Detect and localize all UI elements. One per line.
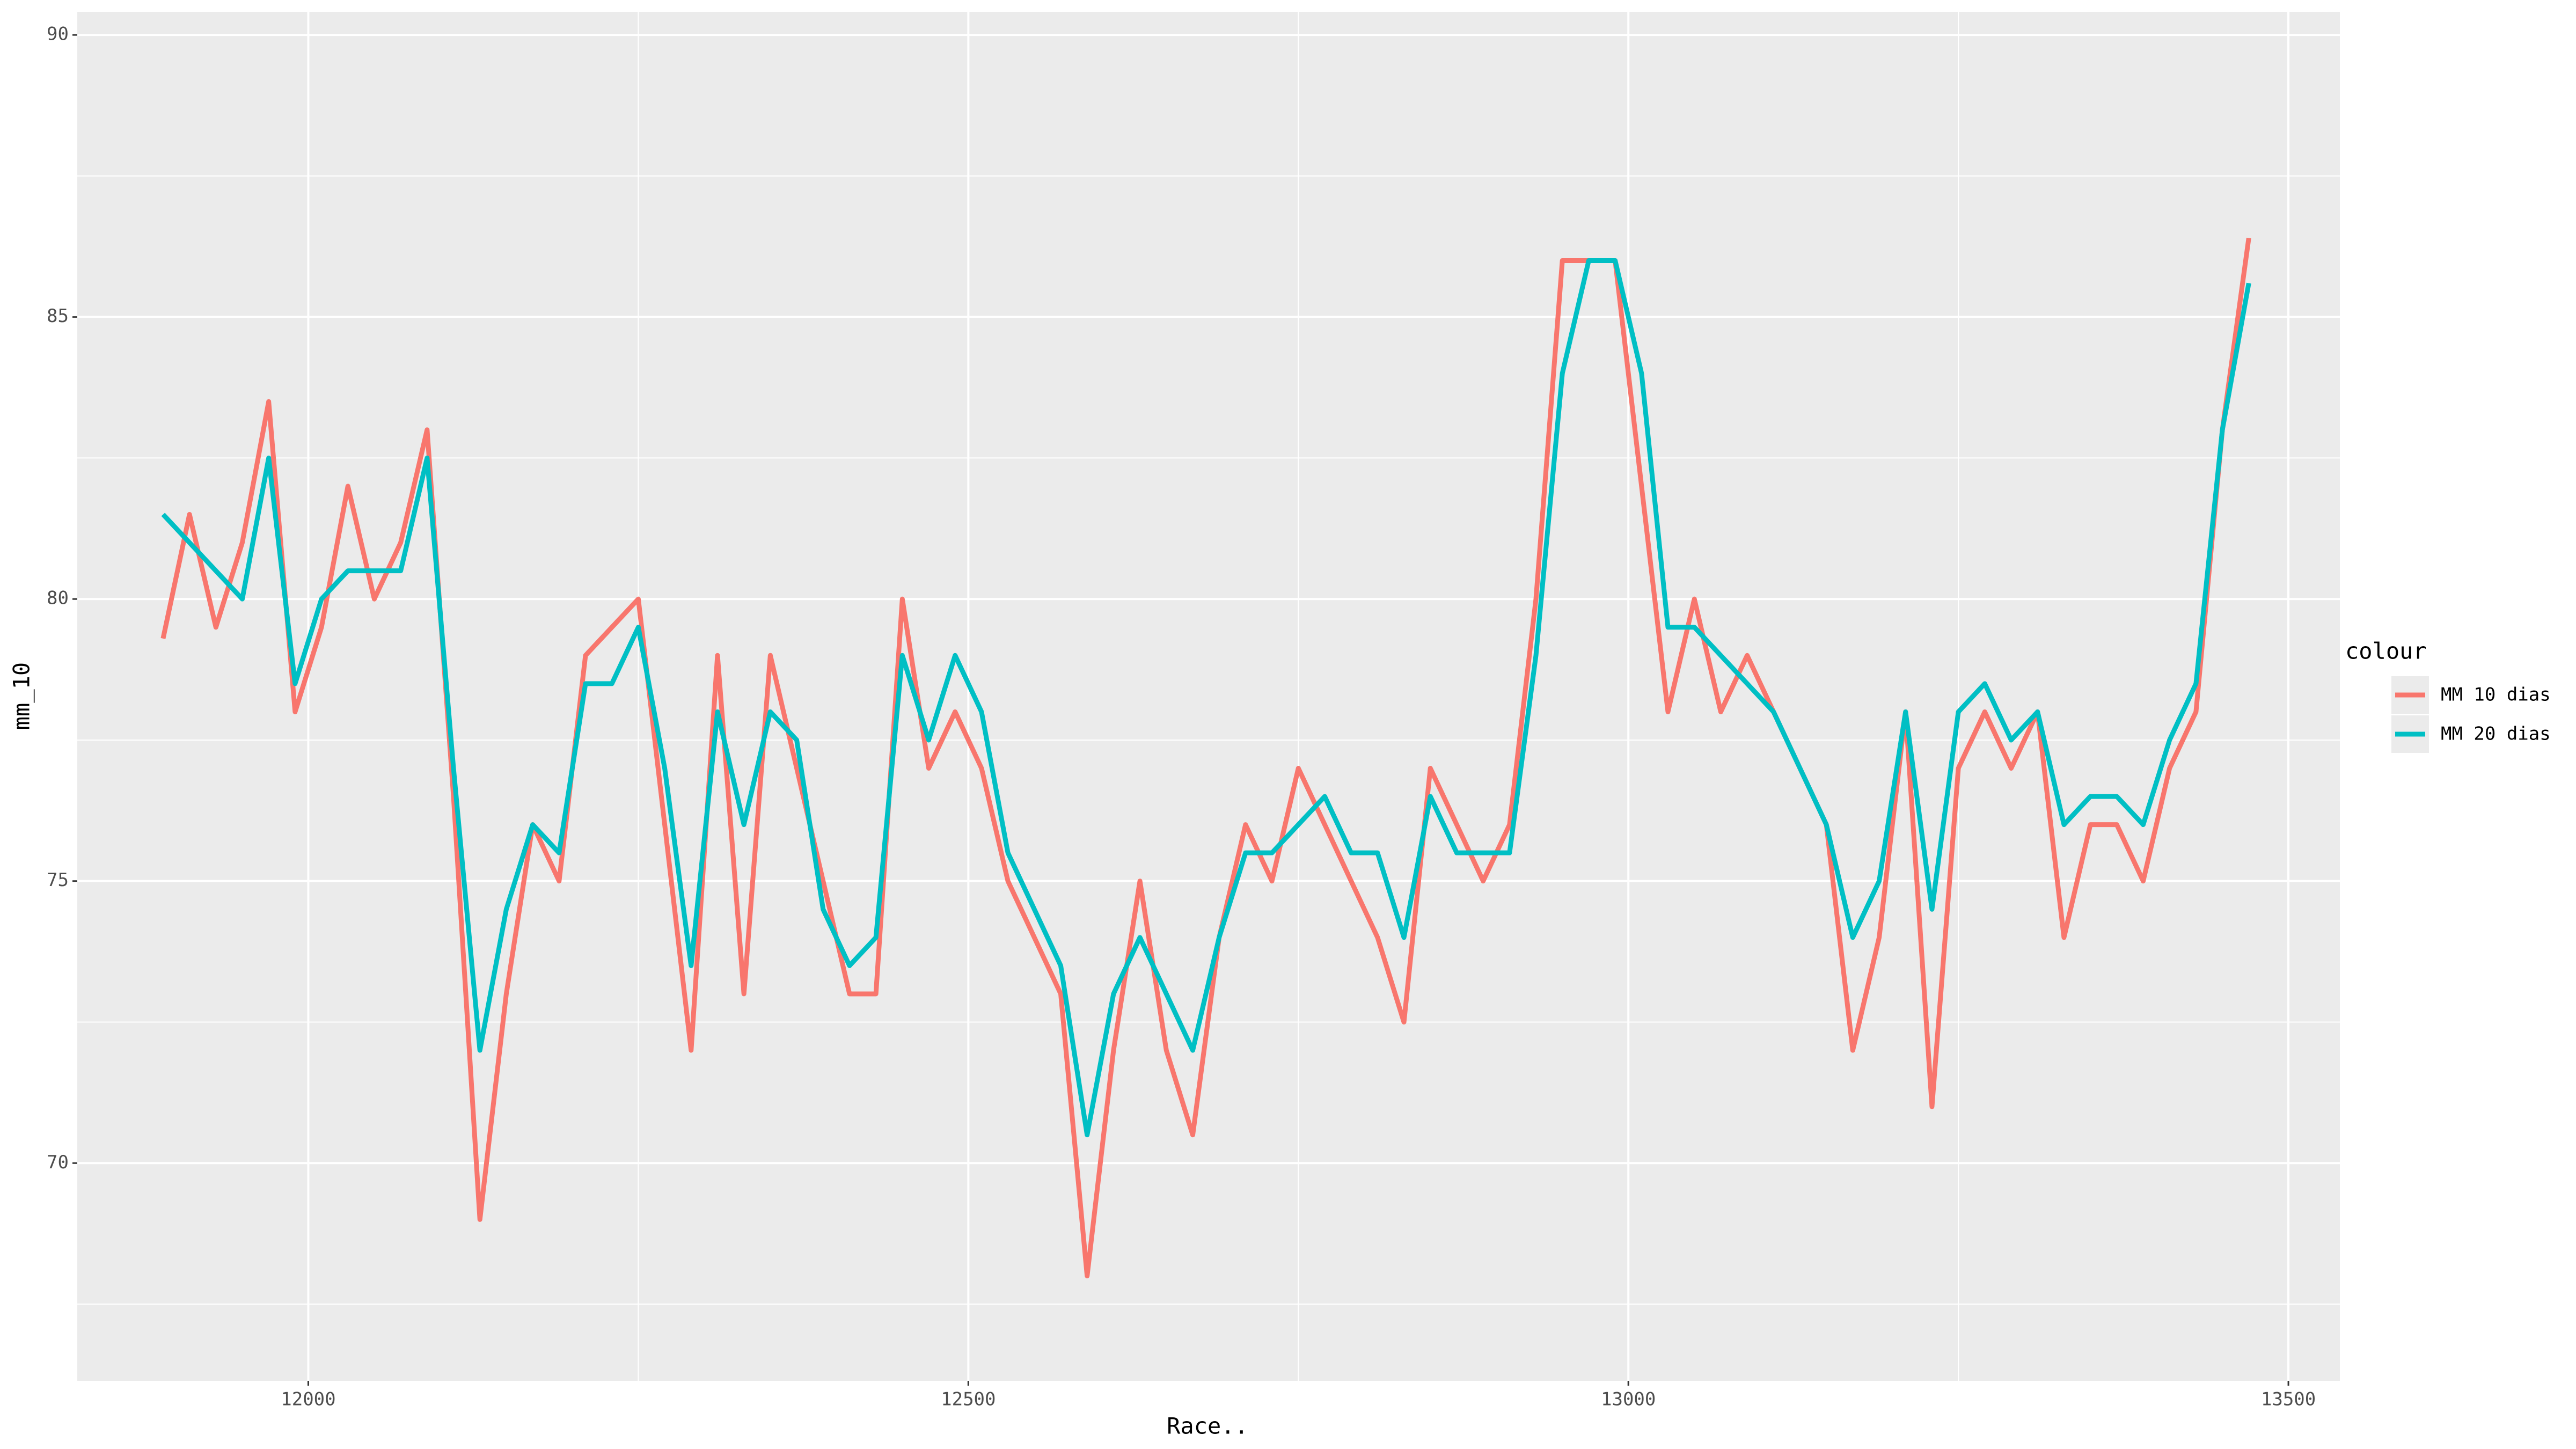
x-tick-label: 13500 (2261, 1389, 2316, 1410)
legend-label: MM 10 dias (2441, 684, 2551, 706)
x-tick-label: 12000 (281, 1389, 335, 1410)
legend-label: MM 20 dias (2441, 723, 2551, 745)
legend-title: colour (2345, 638, 2427, 664)
x-tick-label: 12500 (941, 1389, 996, 1410)
y-tick-label: 90 (47, 24, 69, 45)
y-tick-label: 70 (47, 1152, 69, 1173)
panel (77, 12, 2340, 1381)
y-tick-label: 75 (47, 869, 69, 891)
line (161, 258, 2251, 1138)
x-tick-label: 13000 (1601, 1389, 1656, 1410)
y-tick-label: 80 (47, 588, 69, 609)
y-tick-label: 85 (47, 305, 69, 327)
y-axis-label: mm_10 (9, 662, 35, 730)
x-axis-label: Race.. (1167, 1413, 1248, 1439)
